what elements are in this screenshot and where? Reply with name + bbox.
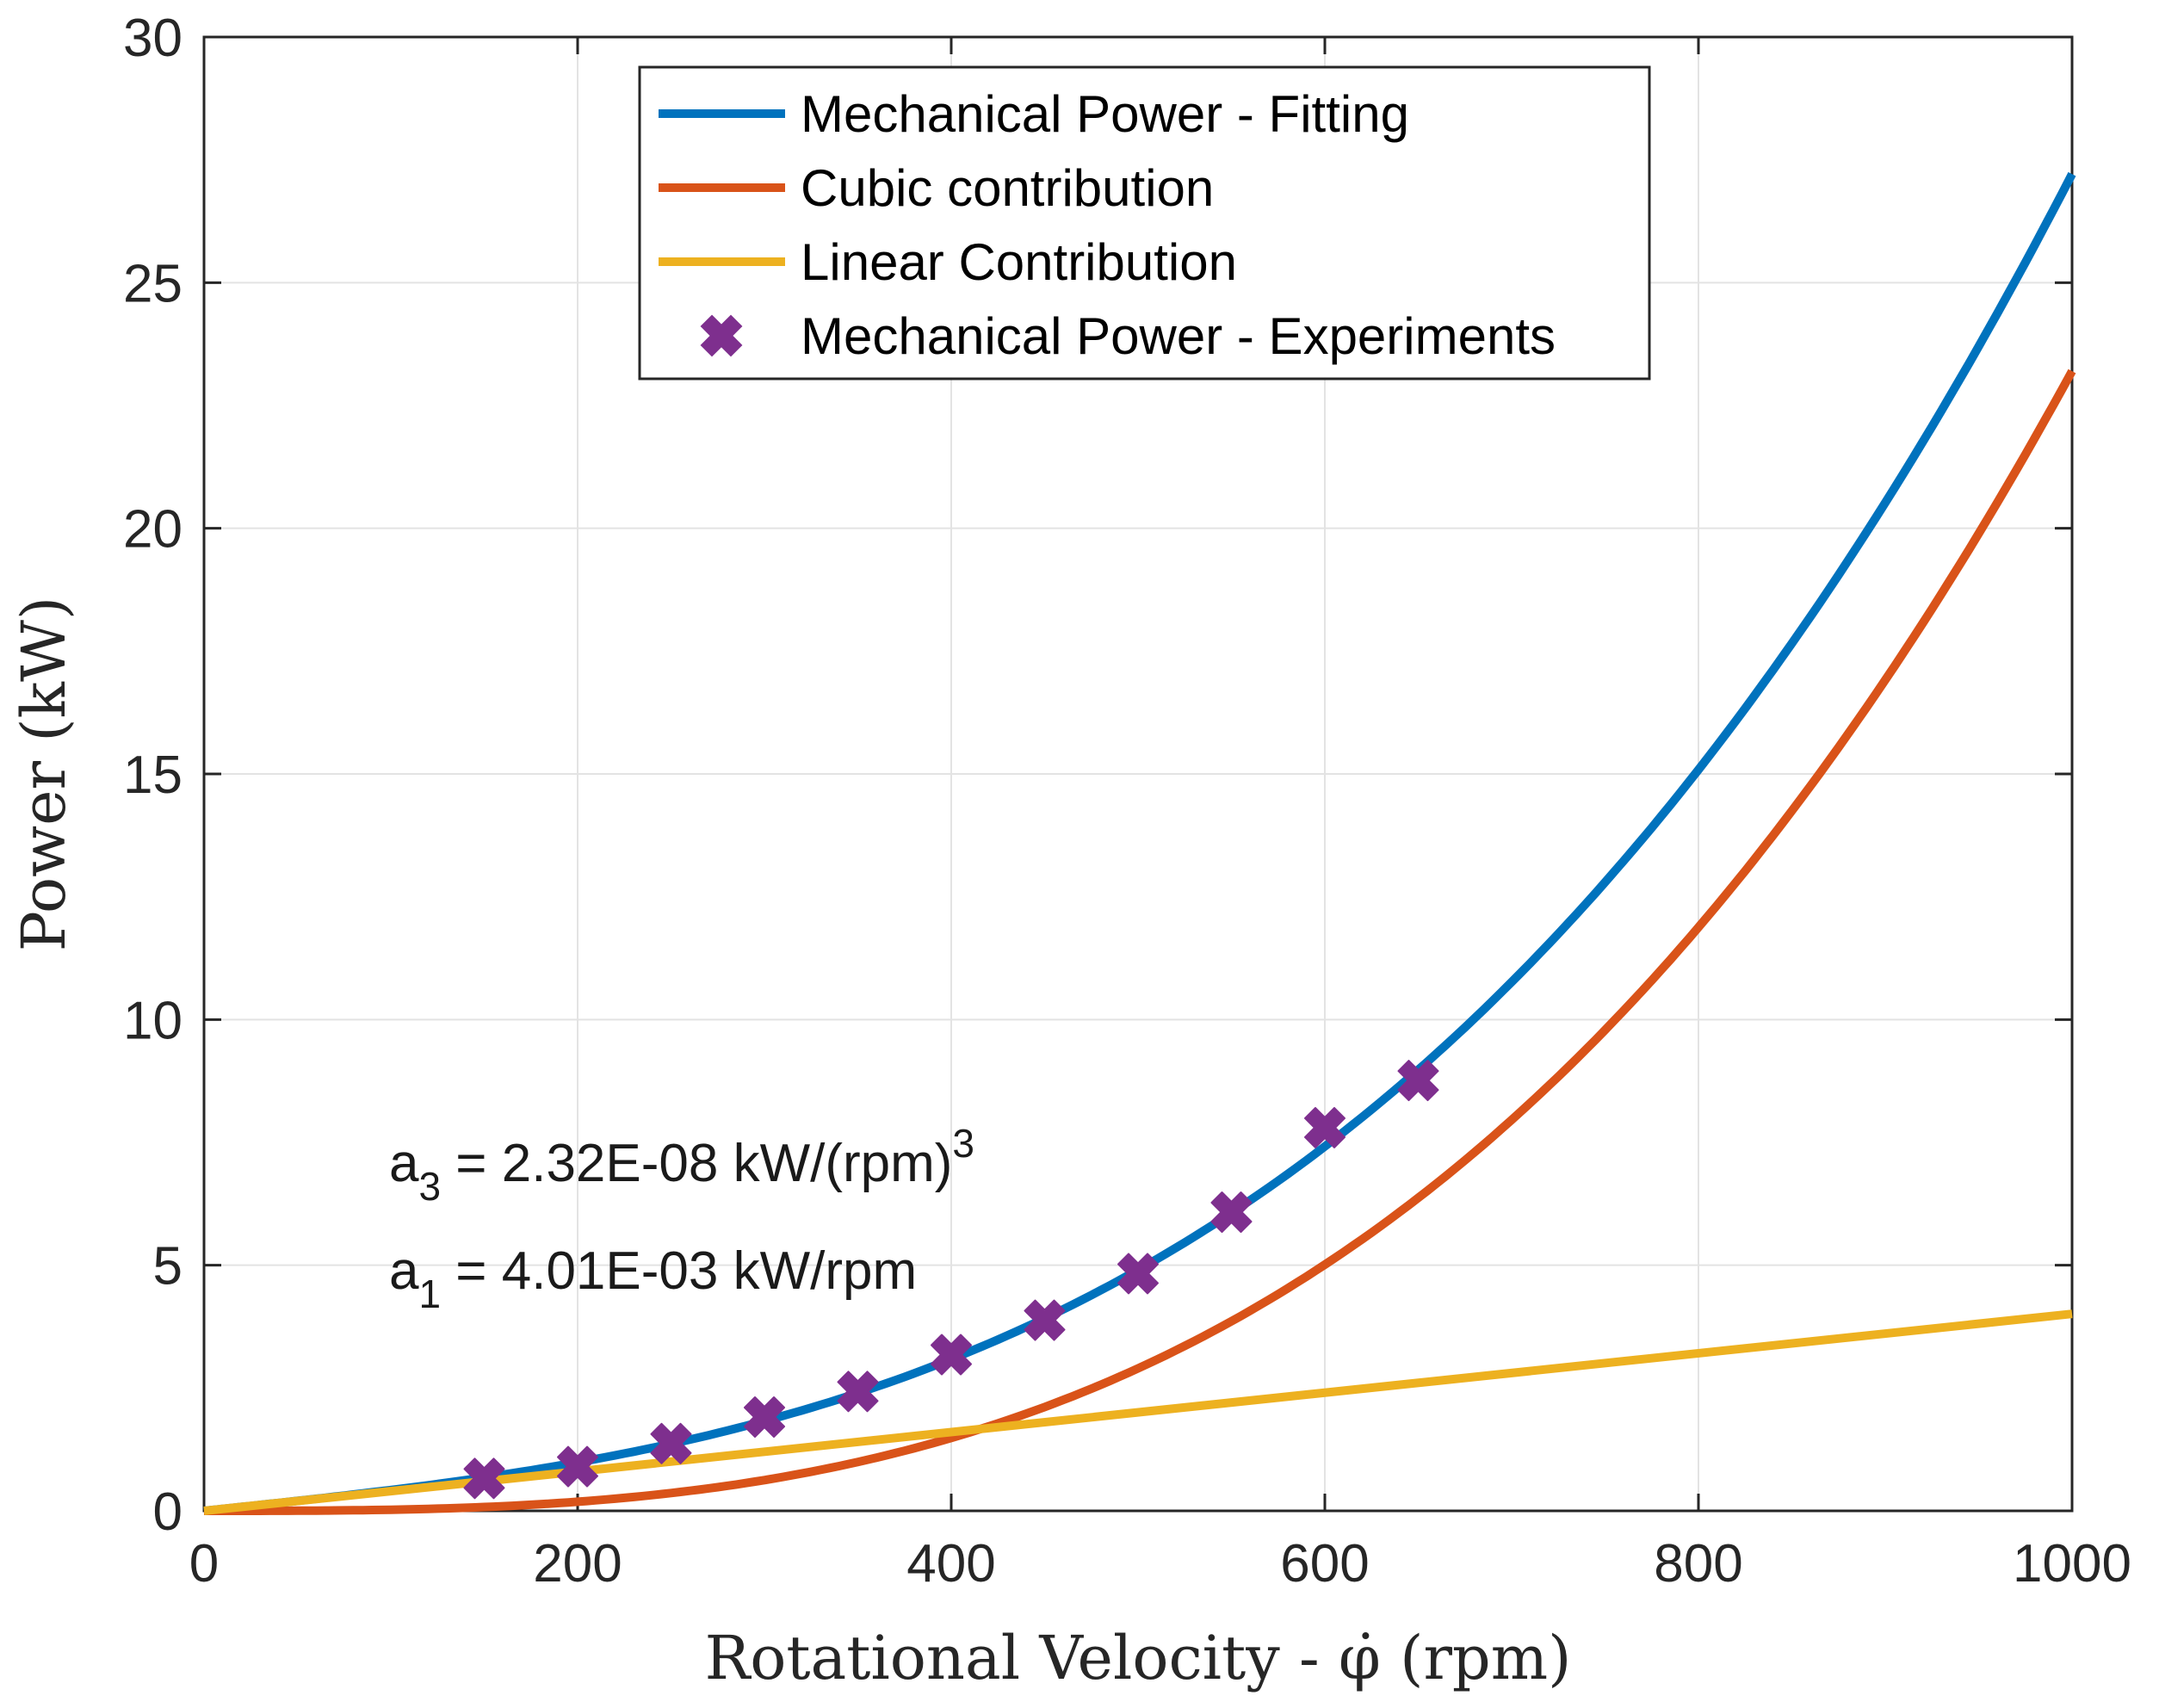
data-point-marker — [463, 1457, 505, 1500]
legend-label: Linear Contribution — [801, 233, 1237, 291]
series-line-cubic-contribution — [204, 368, 2076, 1515]
x-tick-label: 800 — [1654, 1534, 1742, 1594]
y-tick-label: 15 — [123, 746, 182, 805]
y-tick-label: 0 — [153, 1482, 182, 1542]
data-point-marker — [931, 1334, 972, 1376]
data-point-marker — [650, 1422, 692, 1464]
legend-box — [638, 65, 1651, 381]
coefficient-annotation: a3 = 2.32E-08 kW/(rpm)3 — [389, 1121, 974, 1209]
legend-label: Mechanical Power - Fitting — [801, 85, 1409, 143]
y-tick-label: 20 — [123, 500, 182, 560]
y-axis-label: Power (kW) — [9, 597, 79, 951]
coefficient-annotation: a1 = 4.01E-03 kW/rpm — [389, 1241, 917, 1316]
x-tick-label: 600 — [1280, 1534, 1369, 1594]
annotation-layer: a3 = 2.32E-08 kW/(rpm)3a1 = 4.01E-03 kW/… — [389, 1121, 974, 1316]
x-tick-label: 400 — [906, 1534, 995, 1594]
series-layer — [203, 171, 2076, 1515]
annotation-text: = 2.32E-08 kW/(rpm) — [441, 1134, 952, 1193]
legend: Mechanical Power - Fitting Cubic contribu… — [638, 65, 1651, 381]
annotation-subscript: 1 — [418, 1272, 441, 1316]
data-point-marker — [837, 1371, 879, 1413]
annotation-superscript: 3 — [952, 1121, 974, 1166]
data-point-marker — [1304, 1106, 1346, 1148]
series-line-linear-contribution — [203, 1309, 2073, 1515]
data-point-marker — [1397, 1060, 1439, 1102]
annotation-base: a — [389, 1134, 419, 1193]
data-point-marker — [557, 1445, 598, 1488]
annotation-subscript: 3 — [418, 1164, 441, 1209]
x-tick-label: 200 — [533, 1534, 622, 1594]
x-axis-label: Rotational Velocity - φ̇ (rpm) — [705, 1623, 1572, 1693]
y-tick-label: 10 — [123, 991, 182, 1050]
data-point-marker — [744, 1396, 785, 1438]
data-point-marker — [1024, 1299, 1066, 1341]
legend-label: Cubic contribution — [801, 159, 1214, 217]
y-tick-label: 30 — [123, 9, 182, 68]
annotation-text: = 4.01E-03 kW/rpm — [441, 1241, 917, 1301]
tick-layer: 0 200 400 600 800 1000 0 5 10 15 20 25 30 — [123, 9, 2131, 1594]
data-point-marker — [1117, 1253, 1159, 1295]
x-tick-label: 0 — [189, 1534, 219, 1594]
legend-label: Mechanical Power - Experiments — [801, 307, 1556, 365]
legend-swatch-mechanical-power-experiments — [700, 314, 743, 357]
annotation-base: a — [389, 1241, 419, 1301]
x-tick-label: 1000 — [2013, 1534, 2131, 1594]
y-tick-label: 5 — [153, 1237, 182, 1296]
data-point-marker — [1210, 1191, 1253, 1233]
y-tick-label: 25 — [123, 254, 182, 313]
